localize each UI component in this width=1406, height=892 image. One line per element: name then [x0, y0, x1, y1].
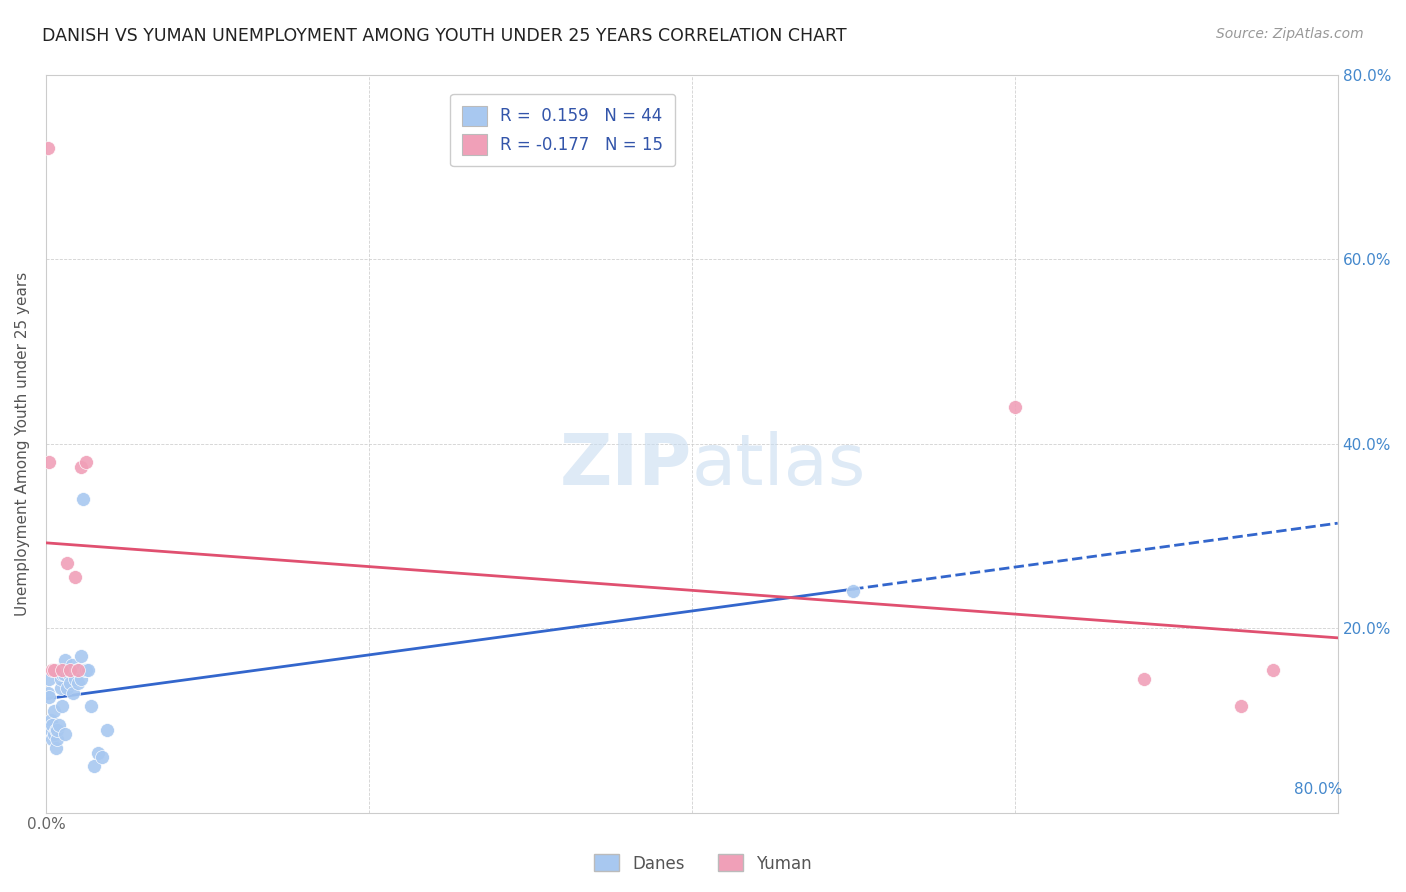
Point	[66, 663, 89, 677]
Point	[37, 141, 59, 155]
Point	[39, 713, 62, 727]
Point	[51, 663, 73, 677]
Point	[37, 685, 59, 699]
Point	[1133, 672, 1156, 686]
Point	[59, 663, 82, 677]
Point	[67, 676, 90, 690]
Point	[52, 667, 75, 681]
Point	[70, 459, 93, 474]
Point	[60, 657, 83, 672]
Point	[62, 685, 84, 699]
Point	[48, 663, 70, 677]
Point	[42, 663, 65, 677]
Point	[77, 663, 100, 677]
Point	[48, 718, 70, 732]
Point	[80, 699, 103, 714]
Point	[96, 723, 118, 737]
Point	[41, 663, 63, 677]
Point	[45, 723, 67, 737]
Text: Source: ZipAtlas.com: Source: ZipAtlas.com	[1216, 27, 1364, 41]
Point	[67, 663, 90, 677]
Legend: R =  0.159   N = 44, R = -0.177   N = 15: R = 0.159 N = 44, R = -0.177 N = 15	[450, 94, 675, 166]
Point	[45, 741, 67, 756]
Point	[842, 584, 865, 599]
Point	[56, 557, 79, 571]
Point	[53, 653, 76, 667]
Point	[72, 491, 94, 506]
Point	[91, 750, 114, 764]
Point	[58, 667, 80, 681]
Point	[51, 667, 73, 681]
Point	[53, 727, 76, 741]
Point	[75, 663, 97, 677]
Point	[38, 672, 60, 686]
Point	[86, 746, 108, 760]
Point	[42, 727, 65, 741]
Point	[38, 690, 60, 705]
Point	[49, 681, 72, 695]
Point	[75, 455, 97, 469]
Point	[59, 663, 82, 677]
Point	[51, 699, 73, 714]
Point	[41, 731, 63, 746]
Point	[46, 723, 69, 737]
Point	[41, 718, 63, 732]
Point	[70, 648, 93, 663]
Point	[49, 672, 72, 686]
Point	[56, 681, 79, 695]
Point	[1261, 663, 1284, 677]
Point	[63, 672, 86, 686]
Point	[69, 663, 91, 677]
Point	[42, 704, 65, 718]
Point	[83, 759, 105, 773]
Point	[46, 731, 69, 746]
Text: 80.0%: 80.0%	[1295, 782, 1343, 797]
Point	[63, 570, 86, 584]
Point	[73, 663, 96, 677]
Point	[1229, 699, 1251, 714]
Point	[38, 455, 60, 469]
Point	[70, 672, 93, 686]
Point	[39, 723, 62, 737]
Text: DANISH VS YUMAN UNEMPLOYMENT AMONG YOUTH UNDER 25 YEARS CORRELATION CHART: DANISH VS YUMAN UNEMPLOYMENT AMONG YOUTH…	[42, 27, 846, 45]
Point	[59, 676, 82, 690]
Text: ZIP: ZIP	[560, 431, 692, 500]
Point	[1004, 400, 1026, 414]
Y-axis label: Unemployment Among Youth under 25 years: Unemployment Among Youth under 25 years	[15, 271, 30, 615]
Legend: Danes, Yuman: Danes, Yuman	[588, 847, 818, 880]
Text: atlas: atlas	[692, 431, 866, 500]
